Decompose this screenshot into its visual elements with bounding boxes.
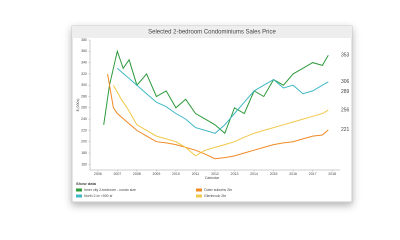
end-label: 256	[341, 107, 350, 113]
y-tick-label: 240	[81, 117, 87, 121]
legend-swatch	[76, 194, 82, 198]
y-axis-label: $ (000s)	[76, 99, 80, 112]
screenshot: Selected 2-bedroom Condominiums Sales Pr…	[71, 25, 353, 203]
end-label: 221	[341, 127, 350, 133]
x-tick-label: 2011	[192, 172, 200, 176]
y-tick-label: 320	[81, 72, 87, 76]
x-tick-label: 2015	[270, 172, 278, 176]
series-line	[103, 49, 329, 135]
end-label: 289	[341, 89, 350, 95]
y-tick-label: 280	[81, 94, 87, 98]
legend-swatch	[196, 188, 202, 192]
x-tick-label: 2016	[289, 172, 297, 176]
x-tick-label: 2009	[153, 172, 161, 176]
series-line	[112, 84, 329, 157]
x-tick-label: 2018	[328, 172, 336, 176]
y-tick-label: 340	[81, 61, 87, 65]
legend-title: Show data	[76, 181, 97, 186]
y-tick-label: 300	[81, 83, 87, 87]
x-tick-label: 2007	[113, 172, 121, 176]
legend-swatch	[76, 188, 82, 192]
legend-label: Inner city 2-bedroom - condo size	[84, 188, 136, 192]
x-tick-label: 2017	[309, 172, 317, 176]
y-tick-label: 360	[81, 49, 87, 53]
x-tick-label: 2013	[231, 172, 239, 176]
y-tick-label: 260	[81, 106, 87, 110]
page: {"chart_data":{"type":"line","title":"Se…	[71, 25, 353, 203]
y-tick-label: 380	[81, 38, 87, 42]
end-label: 353	[341, 53, 350, 59]
series-line	[116, 67, 329, 134]
legend-label: Outer suburbs 2br	[204, 188, 233, 192]
y-tick-label: 180	[81, 151, 87, 155]
legend-label: Glenbrook 2br	[204, 194, 227, 198]
legend-label: North 2-br <900 sf	[84, 194, 112, 198]
series-line	[107, 73, 329, 160]
x-tick-label: 2012	[211, 172, 219, 176]
x-axis-label: Calendar	[205, 176, 220, 180]
chart-title: Selected 2-bedroom Condominiums Sales Pr…	[148, 30, 276, 36]
x-tick-label: 2014	[250, 172, 258, 176]
y-tick-label: 200	[81, 140, 87, 144]
y-tick-label: 220	[81, 128, 87, 132]
x-tick-label: 2008	[133, 172, 141, 176]
title-bar	[72, 26, 352, 38]
x-tick-label: 2006	[94, 172, 102, 176]
end-label: 306	[341, 79, 350, 85]
legend-swatch	[196, 194, 202, 198]
x-tick-label: 2010	[172, 172, 180, 176]
y-tick-label: 160	[81, 162, 87, 166]
